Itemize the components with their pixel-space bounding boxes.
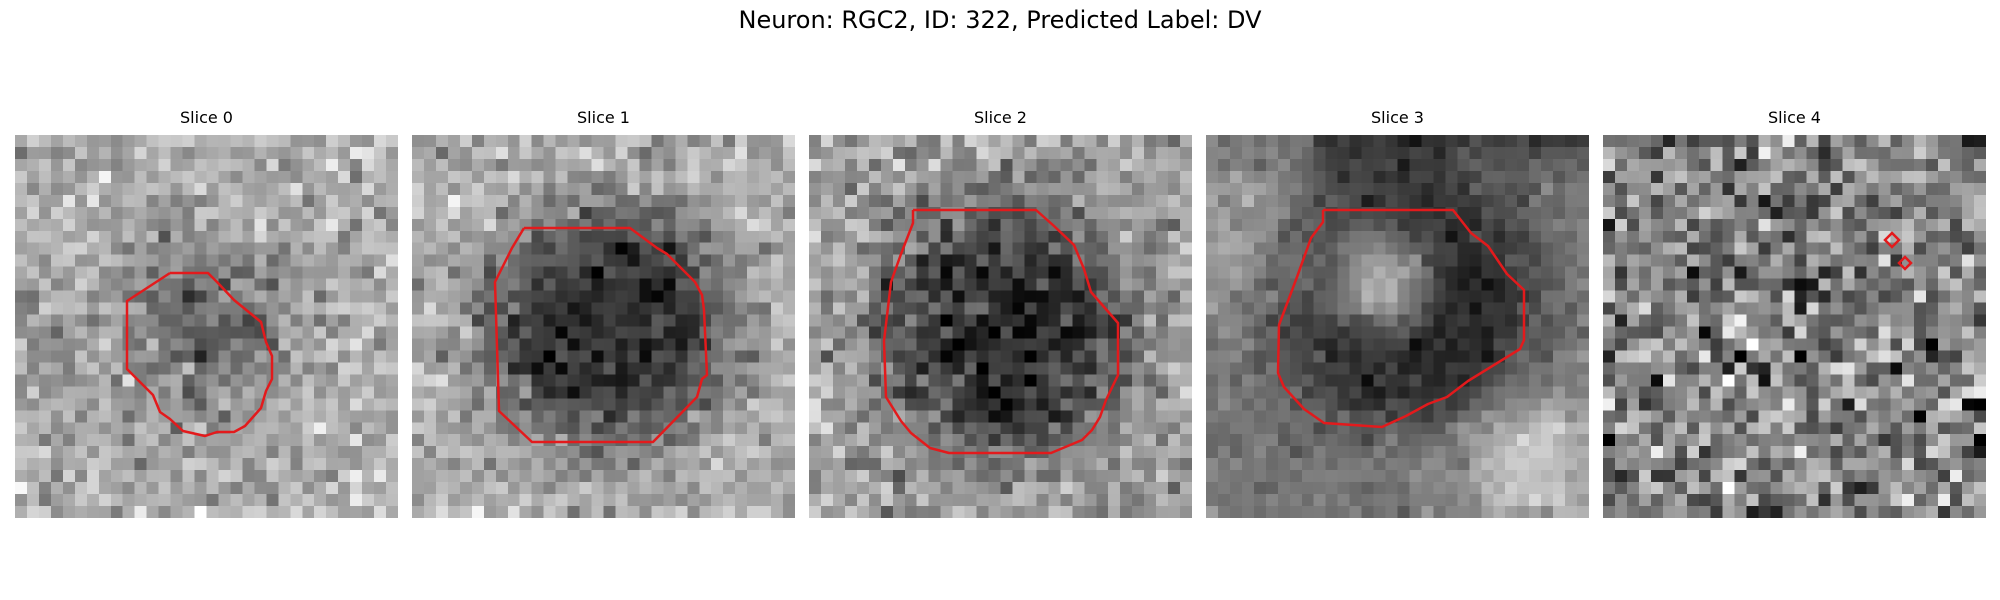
slice-image [809,135,1192,518]
figure-title: Neuron: RGC2, ID: 322, Predicted Label: … [738,6,1262,34]
slice-image [15,135,398,518]
slice-image [1206,135,1589,518]
slice-image-pixels [1603,135,1986,518]
roi-contour [493,226,709,444]
roi-contour [1276,208,1526,429]
slice-panel-4: Slice 4 [1603,108,1986,520]
slice-title: Slice 2 [974,108,1027,127]
slice-title: Slice 0 [180,108,233,127]
slice-panel-0: Slice 0 [15,108,398,520]
slice-title: Slice 4 [1768,108,1821,127]
slice-image-pixels [15,135,398,518]
slice-image-pixels [412,135,795,518]
slice-title: Slice 1 [577,108,630,127]
slice-panel-1: Slice 1 [412,108,795,520]
roi-contour [125,271,274,438]
roi-contour [882,208,1120,455]
slice-panel-3: Slice 3 [1206,108,1589,520]
slice-image [1603,135,1986,518]
roi-contour [1883,231,1913,271]
slice-panel-2: Slice 2 [809,108,1192,520]
slice-title: Slice 3 [1371,108,1424,127]
slice-image [412,135,795,518]
